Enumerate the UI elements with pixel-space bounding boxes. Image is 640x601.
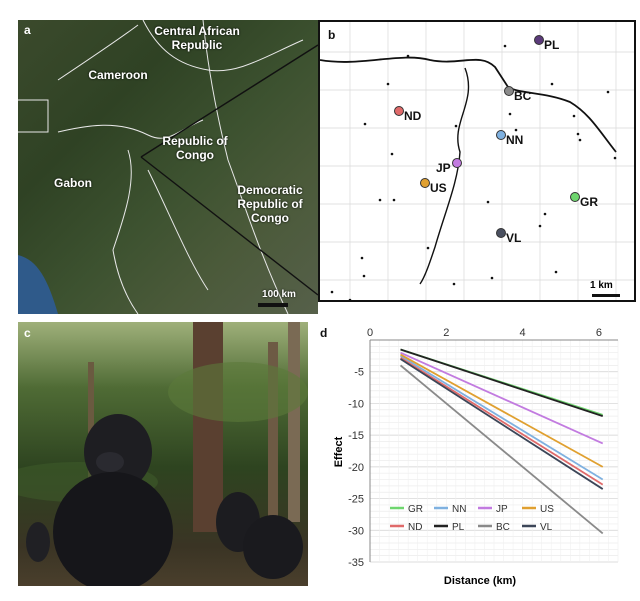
- legend-label-us: US: [540, 504, 554, 515]
- site-map: [320, 22, 634, 300]
- chart-series: [399, 348, 604, 535]
- scale-label-1km: 1 km: [590, 280, 613, 291]
- site-marker-pl: [534, 35, 544, 45]
- effect-distance-chart: 0 2 4 6 -5 -10 -15 -20 -25 -30 -35 GR NN JP US ND PL BC V…: [333, 327, 619, 587]
- label-gabon: Gabon: [54, 176, 92, 190]
- y-tick-label: -10: [348, 398, 364, 410]
- gorilla-photo-panel: c: [18, 322, 308, 586]
- chart-axes: [369, 339, 618, 562]
- series-line-bc: [399, 364, 604, 535]
- y-tick-label: -5: [354, 367, 364, 379]
- legend-label-nn: NN: [452, 504, 466, 515]
- site-label-jp: JP: [436, 161, 451, 175]
- y-tick-label: -30: [348, 525, 364, 537]
- x-axis-label: Distance (km): [444, 575, 516, 587]
- legend-label-vl: VL: [540, 522, 553, 533]
- series-line-jp: [400, 351, 604, 445]
- x-tick-label: 4: [520, 327, 526, 339]
- legend-label-bc: BC: [496, 522, 510, 533]
- site-map-panel: b PL BC ND NN JP US GR VL 1 km: [318, 20, 636, 302]
- site-label-us: US: [430, 181, 447, 195]
- scale-label-100km: 100 km: [262, 289, 296, 300]
- site-marker-nd: [394, 106, 404, 116]
- satellite-map-panel: a Central African Republic Cameroon Repu…: [18, 20, 318, 314]
- y-tick-label: -20: [348, 462, 364, 474]
- site-marker-bc: [504, 86, 514, 96]
- label-republic-of-congo: Republic of Congo: [162, 134, 228, 162]
- legend-label-jp: JP: [496, 504, 508, 515]
- series-line-vl: [400, 358, 604, 490]
- panel-d-tag: d: [320, 326, 328, 340]
- panel-c-tag: c: [24, 326, 31, 340]
- label-cameroon: Cameroon: [88, 68, 148, 82]
- effect-chart-panel: d 0 2 4 6 -5 -10 -15 -20 -25 -30 -35 GR NN JP US ND PL B…: [318, 322, 636, 592]
- site-label-pl: PL: [544, 38, 560, 52]
- y-tick-label: -35: [348, 557, 364, 569]
- river-main: [320, 56, 617, 153]
- chart-ticks: 0 2 4 6 -5 -10 -15 -20 -25 -30 -35: [348, 327, 602, 569]
- y-tick-label: -15: [348, 430, 364, 442]
- site-label-vl: VL: [506, 231, 522, 245]
- legend-label-nd: ND: [408, 522, 422, 533]
- x-tick-label: 2: [443, 327, 449, 339]
- y-tick-label: -25: [348, 494, 364, 506]
- site-label-bc: BC: [514, 89, 532, 103]
- site-marker-gr: [570, 192, 580, 202]
- x-tick-label: 0: [367, 327, 373, 339]
- site-marker-vl: [496, 228, 506, 238]
- series-line-nd: [400, 356, 604, 486]
- site-label-gr: GR: [580, 195, 598, 209]
- label-central-african-republic: Central African Republic: [154, 24, 240, 52]
- x-tick-label: 6: [596, 327, 602, 339]
- site-marker-jp: [452, 158, 462, 168]
- gorilla-photo: [18, 322, 308, 586]
- label-democratic-republic-of-congo: Democratic Republic of Congo: [237, 183, 303, 225]
- site-label-nn: NN: [506, 133, 524, 147]
- series-line-nn: [400, 355, 604, 481]
- chart-legend: GR NN JP US ND PL BC VL: [390, 504, 554, 533]
- y-axis-label: Effect: [333, 436, 345, 467]
- map-borders: [18, 20, 318, 314]
- legend-label-gr: GR: [408, 504, 423, 515]
- site-marker-nn: [496, 130, 506, 140]
- panel-a-tag: a: [24, 23, 31, 37]
- series-line-pl: [400, 348, 604, 417]
- site-marker-us: [420, 178, 430, 188]
- series-line-us: [400, 353, 604, 468]
- panel-b-tag: b: [328, 28, 336, 42]
- site-label-nd: ND: [404, 109, 422, 123]
- river-tributary: [419, 67, 470, 285]
- legend-label-pl: PL: [452, 522, 465, 533]
